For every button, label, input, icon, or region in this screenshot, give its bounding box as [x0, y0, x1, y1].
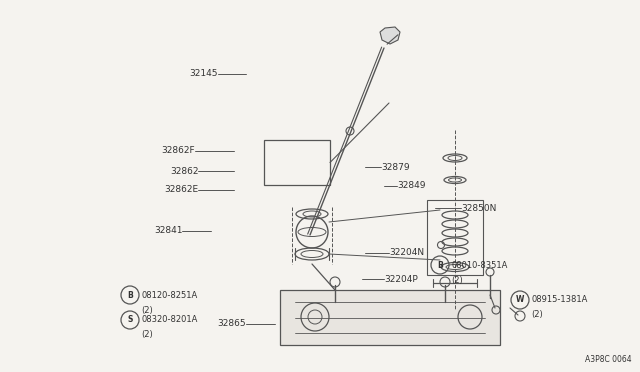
Text: W: W [516, 295, 524, 305]
Bar [264, 140, 330, 185]
Text: 32145: 32145 [189, 69, 218, 78]
Text: B: B [127, 291, 133, 299]
Text: (2): (2) [141, 305, 153, 314]
Text: 32879: 32879 [381, 163, 410, 172]
Text: A3P8C 0064: A3P8C 0064 [586, 355, 632, 364]
Bar [427, 200, 483, 275]
Text: 08320-8201A: 08320-8201A [141, 315, 197, 324]
Text: 08120-8251A: 08120-8251A [141, 291, 197, 299]
Text: 32865: 32865 [218, 319, 246, 328]
Text: 32862: 32862 [170, 167, 198, 176]
Text: 32849: 32849 [397, 182, 426, 190]
Text: 32204N: 32204N [389, 248, 424, 257]
Text: 32204P: 32204P [384, 275, 418, 283]
Text: 08010-8351A: 08010-8351A [451, 260, 508, 269]
Text: 32850N: 32850N [461, 204, 496, 213]
Text: (2): (2) [451, 276, 463, 285]
Text: (2): (2) [141, 330, 153, 340]
Text: 32862E: 32862E [164, 185, 198, 194]
Text: S: S [127, 315, 132, 324]
Text: 32862F: 32862F [161, 146, 195, 155]
Text: 08915-1381A: 08915-1381A [531, 295, 588, 305]
Polygon shape [380, 27, 400, 44]
Text: B: B [437, 260, 443, 269]
Text: (2): (2) [531, 311, 543, 320]
Text: 32841: 32841 [154, 226, 182, 235]
Bar [280, 290, 500, 345]
